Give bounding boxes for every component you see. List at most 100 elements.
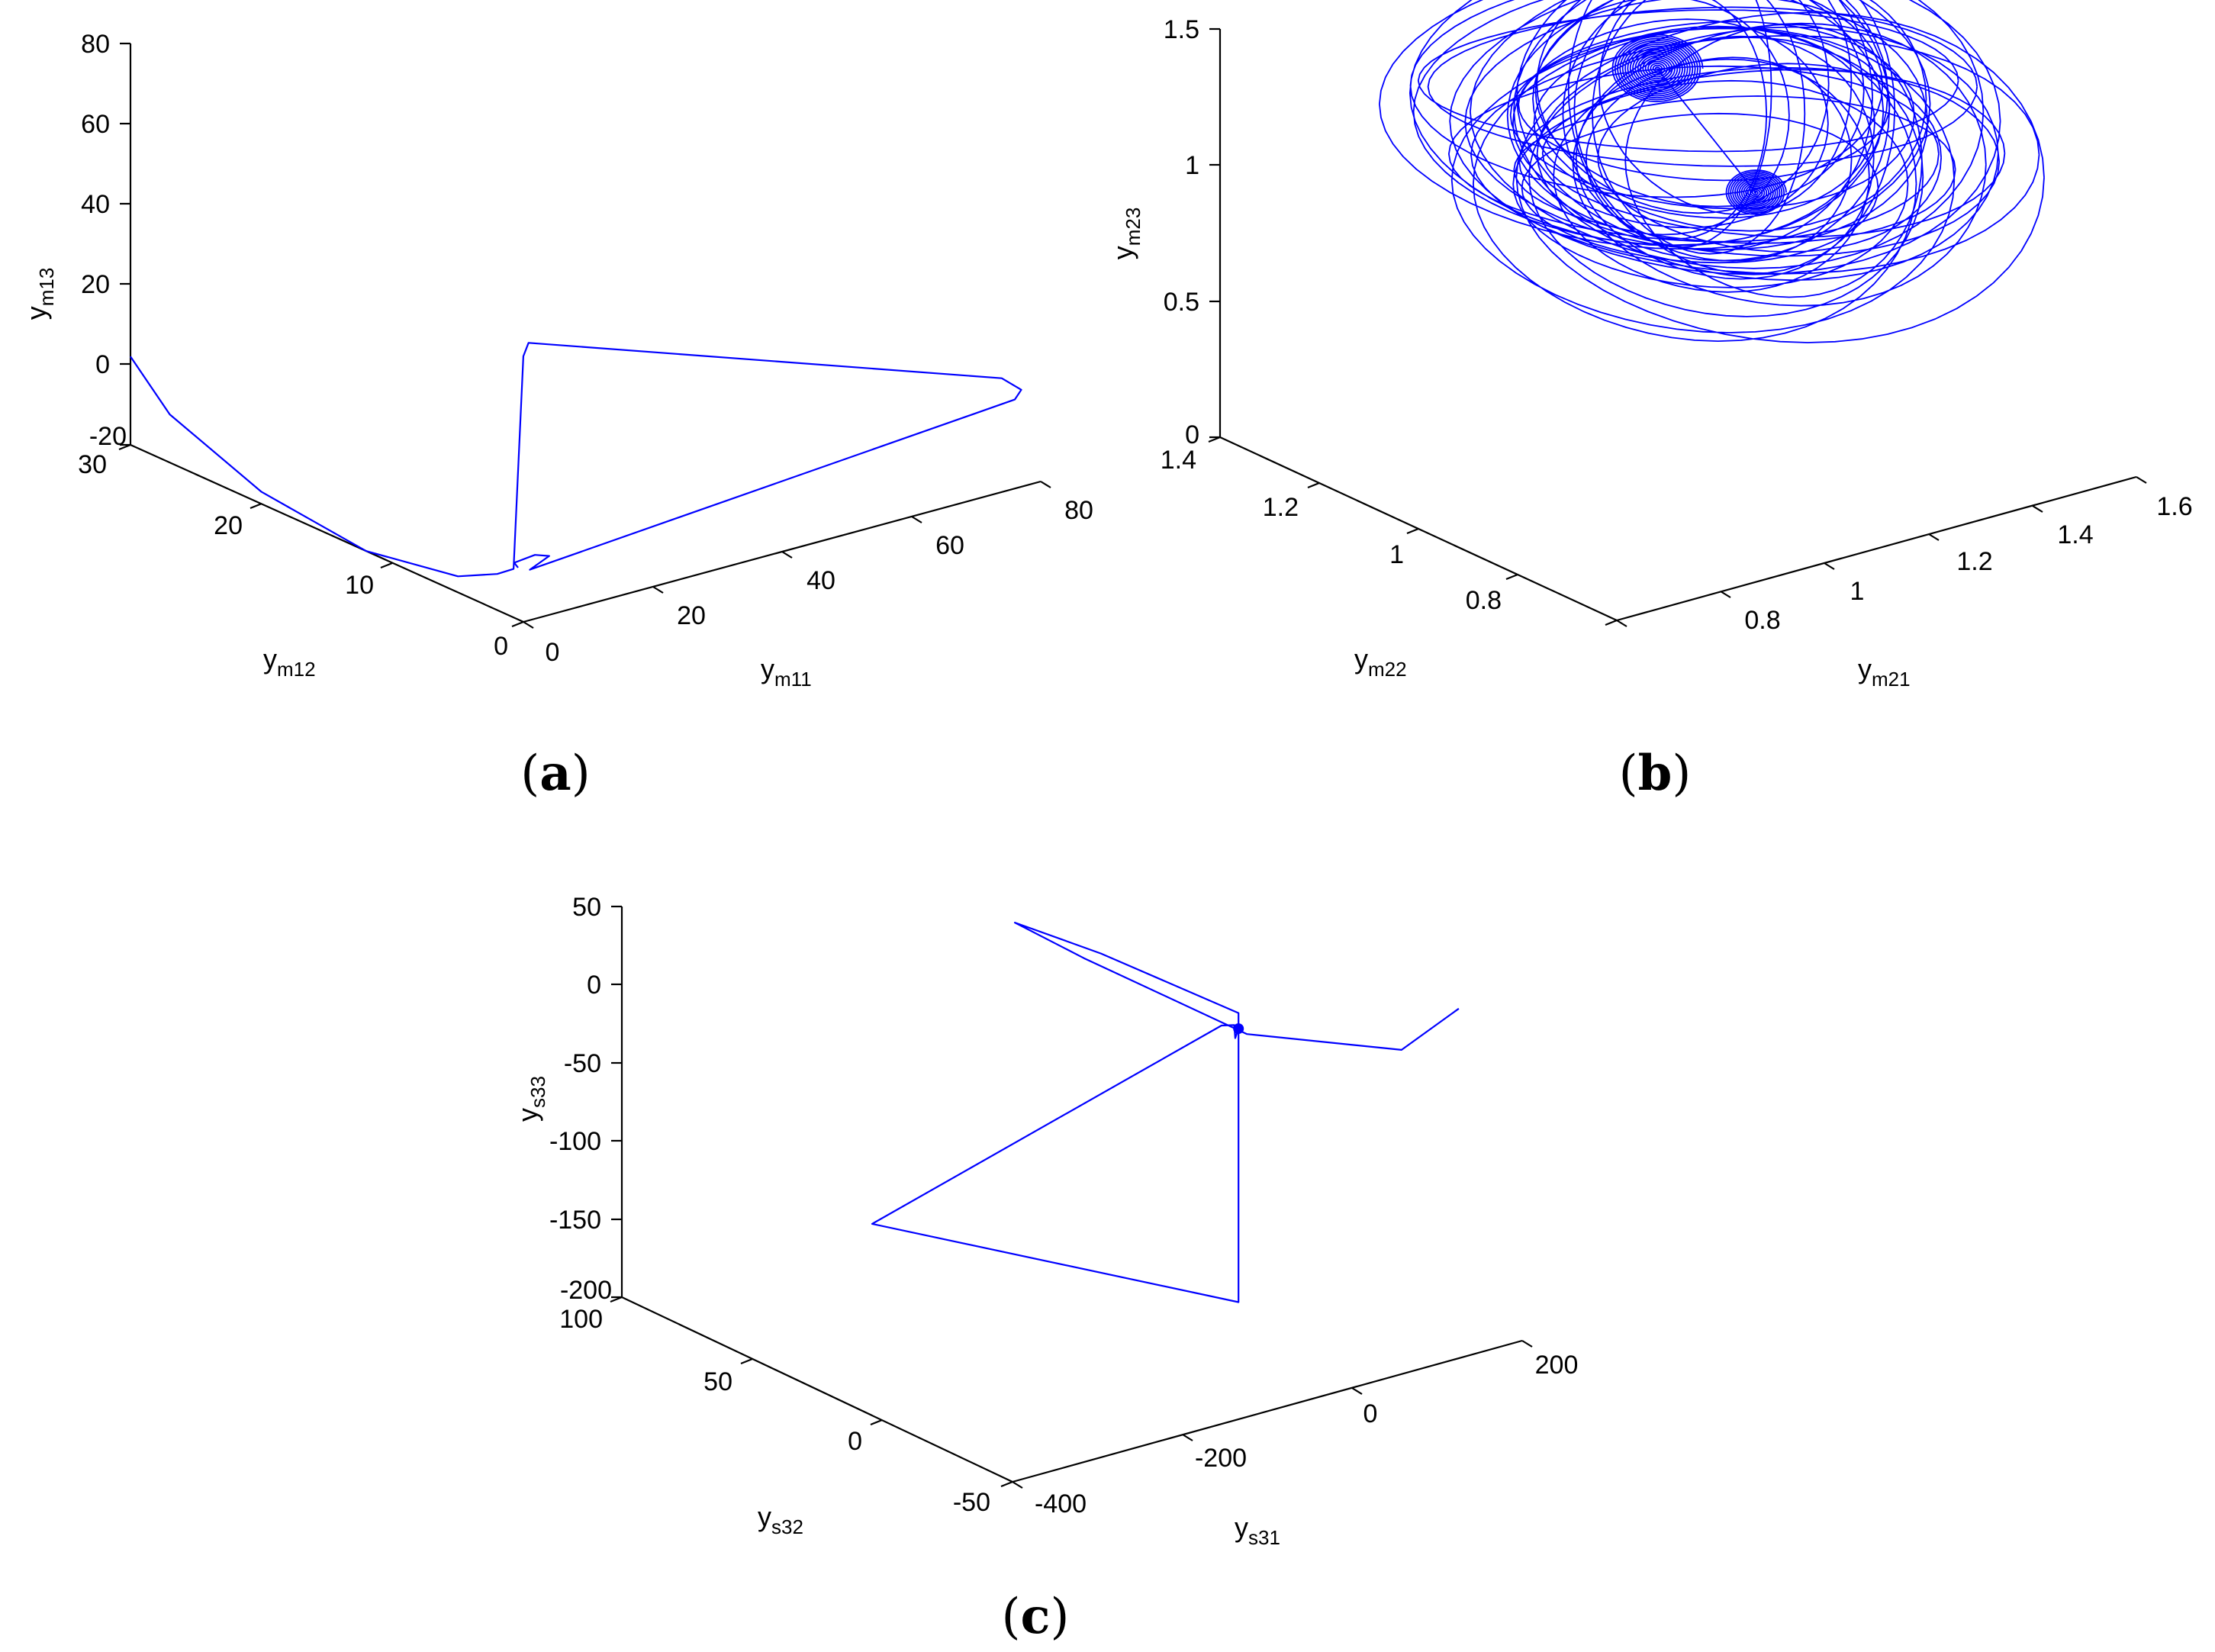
panel-b-z-tick-label: 0 [1185, 420, 1199, 449]
panel-b-x-tick-label: 1.6 [2156, 492, 2192, 521]
panel-c-z-tick-labels: 50 0 -50 -100 -150 -200 [549, 893, 612, 1305]
panel-b-x-tick [1720, 591, 1731, 598]
panel-b-caption: (b) [1619, 745, 1692, 802]
panel-b-x-tick-label: 0.8 [1744, 606, 1780, 635]
panel-b-y-tick [1307, 481, 1320, 489]
panel-b-y-tick [1605, 619, 1618, 626]
panel-b-x-tick [1616, 620, 1627, 627]
panel-b-z-tick-label: 0.5 [1164, 288, 1199, 317]
panel-a-y-label: ym12 [263, 643, 316, 681]
panel-c-x-tick-label: 200 [1535, 1351, 1579, 1380]
panel-a-x-tick-label: 0 [546, 638, 560, 667]
panel-c-z-label: ys33 [512, 1076, 549, 1122]
panel-c-x-tick [1351, 1387, 1363, 1395]
panel-c-x-tick [1012, 1481, 1023, 1489]
panel-b-x-tick [1928, 533, 1940, 541]
panel-c-y-tick [1000, 1480, 1013, 1488]
panel-a-z-tick-label: 0 [95, 350, 110, 379]
panel-c-x-axis [1012, 1339, 1523, 1483]
panel-c-x-tick [1182, 1434, 1193, 1441]
panel-a-x-tick [1040, 481, 1051, 488]
panel-c-y-tick-labels: 100 50 0 -50 [559, 1305, 990, 1517]
panel-a-y-tick-label: 20 [214, 511, 243, 540]
panel-a-z-tick-label: -20 [89, 422, 127, 451]
panel-a-x-tick-label: 80 [1064, 496, 1093, 525]
panel-b-x-tick [1824, 562, 1835, 570]
panel-a-x-tick-label: 60 [935, 531, 964, 560]
panel-c-y-tick-label: -50 [953, 1488, 990, 1517]
panel-a-x-tick [652, 586, 664, 594]
panel-a-y-tick-label: 10 [345, 571, 374, 600]
panel-b-x-axis [1616, 475, 2137, 622]
panel-a-y-tick [511, 620, 524, 628]
panel-b-y-tick [1505, 573, 1518, 581]
panel-b-y-tick-label: 1.2 [1263, 493, 1299, 522]
panel-a-x-tick [523, 621, 534, 629]
panel-a-x-tick-labels: 0 20 40 60 80 [546, 496, 1093, 667]
panel-b-y-tick-label: 0.8 [1466, 586, 1502, 615]
panel-c-z-tick-label: -200 [560, 1276, 612, 1305]
panel-b-z-tick-label: 1.5 [1164, 15, 1199, 44]
panel-b-y-tick [1208, 436, 1221, 443]
panel-c-y-tick-label: 0 [848, 1427, 862, 1456]
panel-c-y-axis [621, 1296, 1013, 1483]
panel-c-y-tick-label: 100 [559, 1305, 603, 1334]
panel-a-x-tick-label: 20 [677, 601, 706, 630]
panel-c-y-tick [740, 1357, 753, 1365]
panel-c-z-tick-label: -150 [549, 1206, 601, 1235]
panel-c-axes [610, 905, 1533, 1489]
panel-a-trajectory [130, 342, 1022, 578]
panel-b-x-tick-label: 1.4 [2057, 520, 2093, 549]
panel-c-x-tick-label: 0 [1363, 1399, 1378, 1428]
panel-a-x-tick [781, 551, 793, 559]
panel-c-y-tick [870, 1419, 883, 1426]
panel-a-caption: (a) [520, 745, 590, 802]
panel-b: 1.5 1 0.5 0 1.4 1.2 1 0.8 0.8 1 1.2 1.4 … [1107, 0, 2193, 802]
panel-c-x-tick-label: -400 [1035, 1489, 1087, 1518]
panel-c-trajectory [871, 922, 1460, 1303]
panel-a-x-label: ym11 [761, 653, 812, 691]
panel-b-y-label: ym22 [1354, 643, 1407, 681]
panel-c: 50 0 -50 -100 -150 -200 100 50 0 -50 -40… [512, 893, 1578, 1645]
panel-a-y-tick-label: 30 [78, 450, 107, 479]
panel-a-axes [118, 42, 1051, 629]
panel-b-y-tick-label: 1 [1389, 540, 1404, 569]
panel-a: 80 60 40 20 0 -20 30 20 10 0 0 20 40 60 … [21, 30, 1093, 802]
panel-a-z-tick-labels: 80 60 40 20 0 -20 [81, 30, 127, 451]
panel-c-caption: (c) [1002, 1588, 1070, 1645]
panel-b-x-tick-labels: 0.8 1 1.2 1.4 1.6 [1744, 492, 2192, 635]
panel-b-attractor [1379, 0, 2045, 343]
panel-b-x-label: ym21 [1858, 653, 1911, 691]
panel-b-z-tick-label: 1 [1185, 151, 1199, 180]
panel-c-y-tick-label: 50 [703, 1367, 732, 1396]
panel-a-x-tick-label: 40 [806, 566, 835, 595]
panel-c-y-label: ys32 [758, 1501, 803, 1538]
panel-c-x-tick-labels: -400 -200 0 200 [1035, 1351, 1578, 1518]
panel-b-axes [1208, 27, 2147, 627]
panel-a-z-tick-label: 80 [81, 30, 110, 59]
panel-b-y-tick-labels: 1.4 1.2 1 0.8 [1161, 446, 1502, 615]
panel-b-x-tick [2032, 505, 2043, 513]
panel-c-z-tick-label: 0 [587, 971, 601, 1000]
panel-c-x-label: ys31 [1235, 1512, 1280, 1549]
panel-c-x-tick [1521, 1340, 1533, 1348]
panel-b-y-tick [1406, 527, 1419, 535]
panel-a-z-tick-label: 40 [81, 190, 110, 219]
panel-b-z-label: ym23 [1107, 208, 1145, 260]
panel-c-z-tick-label: 50 [572, 893, 601, 922]
panel-c-cluster-marker [1233, 1023, 1244, 1035]
panel-a-y-tick [250, 502, 262, 510]
panel-a-x-tick [911, 516, 922, 523]
panel-a-z-tick-label: 20 [81, 270, 110, 299]
panel-a-z-tick-label: 60 [81, 110, 110, 139]
panel-b-x-tick [2136, 476, 2147, 484]
panel-a-y-tick [380, 562, 393, 569]
panel-a-y-tick [118, 443, 131, 451]
panel-b-x-tick-label: 1.2 [1956, 547, 1992, 576]
panel-a-y-tick-labels: 30 20 10 0 [78, 450, 508, 661]
panel-b-x-tick-label: 1 [1850, 577, 1865, 606]
panel-b-z-tick-labels: 1.5 1 0.5 0 [1164, 15, 1199, 449]
panel-c-y-tick [610, 1296, 623, 1303]
panel-c-z-tick-label: -100 [549, 1127, 601, 1156]
